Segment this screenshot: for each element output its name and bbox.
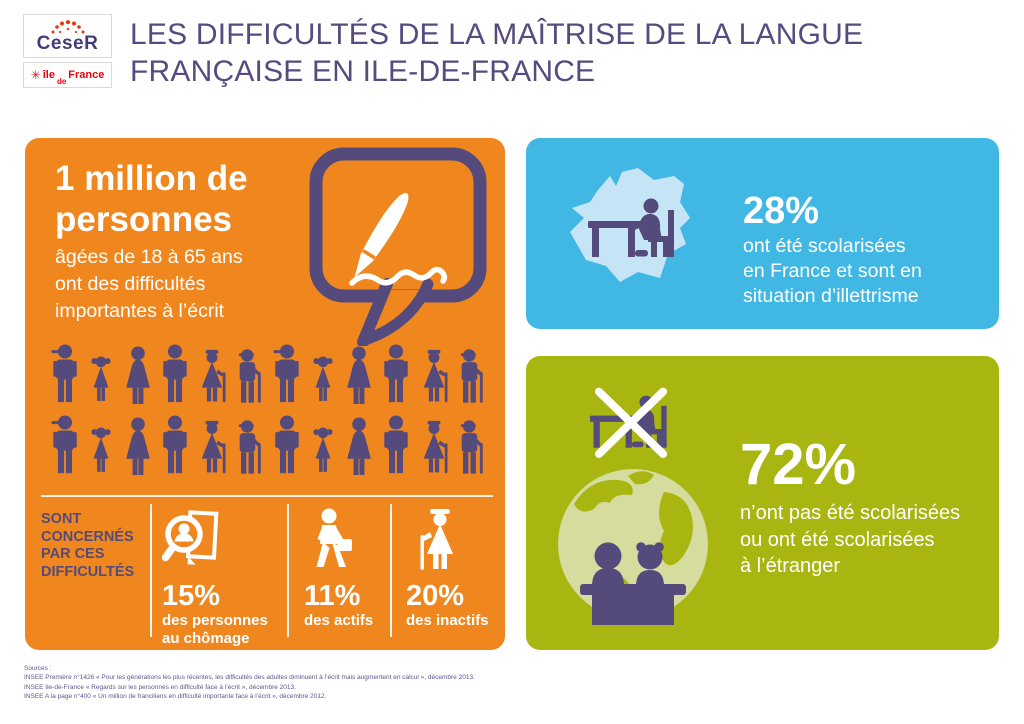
person-icon-man	[159, 415, 191, 475]
walking-worker-icon	[316, 508, 352, 567]
divider-vertical	[287, 504, 289, 637]
ceser-sunburst-icon	[51, 19, 84, 33]
person-icon-woman	[122, 417, 154, 475]
person-icon-man	[271, 415, 303, 475]
panel-schooled-in-france: 28% ont été scolarisées en France et son…	[526, 138, 999, 329]
concern-label: SONT CONCERNÉS PAR CES DIFFICULTÉS	[41, 511, 135, 580]
stat-label: des actifs	[304, 612, 374, 629]
stat-workers: 11% des actifs	[304, 508, 373, 630]
person-icon-elder-man	[455, 347, 487, 404]
person-icon-woman	[343, 346, 375, 404]
globe-pupils-desk-icon	[558, 469, 708, 625]
france-map-school-desk-icon	[570, 168, 690, 282]
source-line: INSEE A la page n°400 « Un million de fr…	[24, 692, 327, 700]
blue-stat-value: 28%	[743, 190, 820, 232]
person-icon-man	[380, 344, 412, 404]
person-icon-girl	[86, 354, 116, 404]
blue-stat-text: 28% ont été scolarisées en France et son…	[743, 190, 922, 307]
stat-value: 20%	[406, 580, 465, 612]
person-icon-woman	[122, 346, 154, 404]
person-icon-man	[380, 415, 412, 475]
headline-1-million: 1 million de personnes	[55, 159, 248, 239]
stat-unemployed: 15% des personnes au chômage	[162, 508, 268, 648]
source-line: INSEE Ile-de-France « Regards sur les pe…	[24, 683, 296, 691]
no-school-desk-icon	[590, 387, 668, 458]
iledefrance-star-icon: ✳	[30, 68, 41, 82]
person-icon-girl	[308, 425, 338, 475]
divider-vertical	[150, 504, 152, 637]
elderly-woman-icon	[420, 509, 453, 570]
divider-horizontal	[41, 495, 493, 497]
person-icon-elder-woman	[196, 420, 228, 475]
person-icon-man-cap	[49, 415, 81, 475]
green-stat-text: 72% n’ont pas été scolarisées ou ont été…	[740, 432, 961, 578]
divider-vertical	[390, 504, 392, 637]
people-row	[49, 340, 487, 404]
panel-schooled-abroad: 72% n’ont pas été scolarisées ou ont été…	[526, 356, 999, 650]
stat-label: des personnes au chômage	[162, 612, 268, 647]
stat-inactive: 20% des inactifs	[406, 508, 489, 630]
person-icon-man-cap	[49, 344, 81, 404]
stat-label: des inactifs	[406, 612, 489, 629]
person-icon-woman	[343, 417, 375, 475]
page-title: LES DIFFICULTÉS DE LA MAÎTRISE DE LA LAN…	[130, 16, 863, 90]
person-icon-elder-man	[455, 418, 487, 475]
person-icon-girl	[86, 425, 116, 475]
iledefrance-logo-text: île	[42, 69, 55, 81]
person-icon-elder-man	[233, 418, 265, 475]
page-title-line2: FRANÇAISE EN ILE-DE-FRANCE	[130, 55, 596, 88]
people-row	[49, 411, 487, 475]
green-stat-value: 72%	[740, 432, 857, 497]
job-search-icon	[162, 510, 219, 565]
stat-value: 15%	[162, 580, 221, 612]
ceser-logo: CeseR	[23, 14, 112, 58]
iledefrance-logo: ✳ île de France	[23, 62, 112, 88]
sources-heading: Sources :	[24, 665, 52, 672]
person-icon-elder-woman	[418, 420, 450, 475]
person-icon-elder-woman	[196, 349, 228, 404]
person-icon-man	[159, 344, 191, 404]
panel-writing-difficulties: 1 million de personnes âgées de 18 à 65 …	[25, 138, 505, 650]
person-icon-elder-man	[233, 347, 265, 404]
person-icon-elder-woman	[418, 349, 450, 404]
ceser-logo-text: CeseR	[36, 32, 99, 54]
source-line: INSEE Première n°1426 « Pour les générat…	[24, 674, 475, 682]
headline-subtext: âgées de 18 à 65 ans ont des difficultés…	[55, 246, 243, 322]
speech-bubble-pen-icon	[309, 147, 487, 346]
sources: Sources : INSEE Première n°1426 « Pour l…	[24, 664, 475, 701]
page-title-line1: LES DIFFICULTÉS DE LA MAÎTRISE DE LA LAN…	[130, 18, 864, 51]
stat-value: 11%	[304, 580, 361, 612]
person-icon-man-cap	[271, 344, 303, 404]
person-icon-girl	[308, 354, 338, 404]
people-pictogram-grid	[49, 340, 487, 475]
